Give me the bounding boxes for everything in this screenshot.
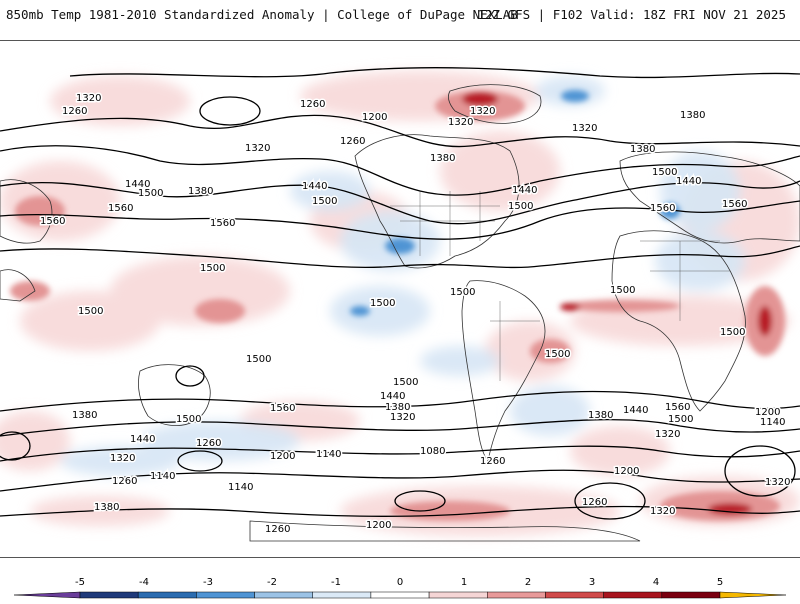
map-frame: 1320 1260 1260 1200 1320 1260 1320 1380 … — [0, 40, 800, 558]
contour-label: 1140 — [316, 449, 341, 460]
height-contours — [0, 67, 800, 520]
contour-label: 1260 — [62, 106, 87, 117]
contour-label: 1200 — [270, 451, 295, 462]
contour-label: 1320 — [470, 106, 495, 117]
contour-label: 1260 — [112, 476, 137, 487]
colorbar-segment — [545, 591, 604, 599]
map-canvas: 1320 1260 1260 1200 1320 1260 1320 1380 … — [0, 67, 800, 542]
contour-label: 1500 — [610, 285, 635, 296]
colorbar-tick-label: -5 — [75, 577, 85, 588]
contour-labels: 1320 1260 1260 1200 1320 1260 1320 1380 … — [39, 92, 792, 537]
colorbar-segment — [312, 591, 372, 599]
contour-label: 1560 — [650, 203, 675, 214]
contour-label: 1320 — [655, 429, 680, 440]
contour-label: 1260 — [582, 497, 607, 508]
contour-label: 1380 — [94, 502, 119, 513]
contour-label: 1500 — [176, 414, 201, 425]
contour-label: 1380 — [630, 144, 655, 155]
contour-label: 1200 — [366, 520, 391, 531]
contour-label: 1500 — [508, 201, 533, 212]
contour-label: 1440 — [302, 181, 327, 192]
colorbar-tick-label: 0 — [397, 577, 403, 588]
contour-label: 1560 — [722, 199, 747, 210]
colorbar-extend-low — [13, 591, 81, 599]
anomaly-cores — [10, 90, 785, 521]
contour-label: 1320 — [245, 143, 270, 154]
contour-label: 1500 — [200, 263, 225, 274]
contour-label: 1320 — [765, 477, 790, 488]
colorbar-tick-label: -2 — [267, 577, 277, 588]
contour-label: 1380 — [680, 110, 705, 121]
contour-label: 1080 — [420, 446, 445, 457]
contour-label: 1140 — [228, 482, 253, 493]
contour-label: 1440 — [512, 185, 537, 196]
model-run-info: 12Z GFS | F102 Valid: 18Z FRI NOV 21 202… — [477, 7, 786, 22]
contour-label: 1380 — [430, 153, 455, 164]
colorbar-segment — [428, 591, 488, 599]
colorbar-tick-label: 1 — [461, 577, 467, 588]
contour-label: 1500 — [312, 196, 337, 207]
contour-label: 1440 — [623, 405, 648, 416]
colorbar-segment — [603, 591, 663, 599]
colorbar-tick-label: 2 — [525, 577, 531, 588]
contour-label: 1260 — [265, 524, 290, 535]
contour-label: 1500 — [370, 298, 395, 309]
contour-label: 1320 — [448, 117, 473, 128]
contour-label: 1560 — [270, 403, 295, 414]
contour-label: 1200 — [614, 466, 639, 477]
contour-label: 1500 — [652, 167, 677, 178]
colorbar-segment — [487, 591, 546, 599]
contour-label: 1500 — [450, 287, 475, 298]
contour-label: 1560 — [40, 216, 65, 227]
colorbar-segment — [254, 591, 313, 599]
header: 850mb Temp 1981-2010 Standardized Anomal… — [0, 0, 800, 30]
contour-label: 1140 — [150, 471, 175, 482]
contour-label: 1260 — [300, 99, 325, 110]
map-title: 850mb Temp 1981-2010 Standardized Anomal… — [6, 7, 518, 22]
contour-label: 1500 — [78, 306, 103, 317]
contour-label: 1200 — [755, 407, 780, 418]
contour-label: 1320 — [110, 453, 135, 464]
contour-label: 1500 — [668, 414, 693, 425]
colorbar-segment — [137, 591, 197, 599]
colorbar-legend: -5 -4 -3 -2 -1 0 1 2 3 4 5 — [0, 570, 800, 600]
colorbar-tick-label: 5 — [717, 577, 723, 588]
colorbar-segment — [79, 591, 139, 599]
contour-label: 1200 — [362, 112, 387, 123]
contour-label: 1320 — [650, 506, 675, 517]
contour-label: 1260 — [480, 456, 505, 467]
contour-label: 1380 — [72, 410, 97, 421]
colorbar-segment — [661, 591, 721, 599]
contour-label: 1380 — [385, 402, 410, 413]
contour-label: 1500 — [720, 327, 745, 338]
colorbar-tick-label: 3 — [589, 577, 595, 588]
contour-label: 1560 — [108, 203, 133, 214]
contour-label: 1380 — [588, 410, 613, 421]
contour-label: 1140 — [760, 417, 785, 428]
contour-label: 1440 — [380, 391, 405, 402]
colorbar-tick-label: -1 — [331, 577, 341, 588]
contour-label: 1320 — [390, 412, 415, 423]
contour-label: 1440 — [676, 176, 701, 187]
colorbar-segment — [196, 591, 255, 599]
contour-label: 1500 — [246, 354, 271, 365]
contour-label: 1260 — [340, 136, 365, 147]
contour-label: 1440 — [125, 179, 150, 190]
contour-label: 1500 — [393, 377, 418, 388]
colorbar-extend-high — [719, 591, 787, 599]
contour-label: 1440 — [130, 434, 155, 445]
colorbar-tick-label: 4 — [653, 577, 659, 588]
colorbar-segment — [370, 591, 430, 599]
contour-label: 1560 — [210, 218, 235, 229]
contour-label: 1500 — [138, 188, 163, 199]
colorbar-svg: -5 -4 -3 -2 -1 0 1 2 3 4 5 — [13, 577, 787, 599]
contour-label: 1320 — [76, 93, 101, 104]
colorbar-tick-label: -4 — [139, 577, 149, 588]
contour-label: 1500 — [545, 349, 570, 360]
contour-label: 1320 — [572, 123, 597, 134]
contour-label: 1260 — [196, 438, 221, 449]
colorbar-tick-label: -3 — [203, 577, 213, 588]
contour-label: 1380 — [188, 186, 213, 197]
contour-label: 1560 — [665, 402, 690, 413]
